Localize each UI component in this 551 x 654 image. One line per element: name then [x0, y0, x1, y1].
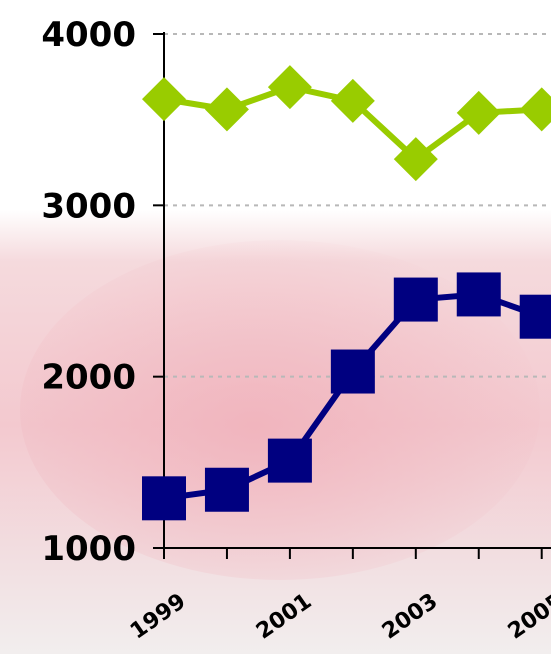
series-0-point-2 [267, 65, 312, 110]
series-1-point-1 [204, 467, 249, 512]
series-1-point-0 [142, 476, 186, 521]
series-0-point-4 [393, 137, 438, 182]
series-1-point-3 [330, 349, 375, 394]
series-0-point-0 [142, 77, 186, 122]
series-layer [142, 65, 551, 521]
series-1-point-6 [519, 294, 551, 339]
series-0-point-6 [519, 87, 551, 132]
y-tick-label-4000: 4000 [41, 15, 136, 55]
series-1-point-2 [267, 438, 312, 483]
series-0-point-3 [330, 78, 375, 123]
y-tick-label-2000: 2000 [41, 358, 136, 398]
series-0-point-1 [204, 87, 249, 132]
series-1-point-5 [456, 272, 501, 317]
y-tick-label-3000: 3000 [41, 186, 136, 226]
series-0-point-5 [456, 90, 501, 135]
series-1-point-4 [393, 277, 438, 322]
y-tick-label-1000: 1000 [41, 529, 136, 569]
